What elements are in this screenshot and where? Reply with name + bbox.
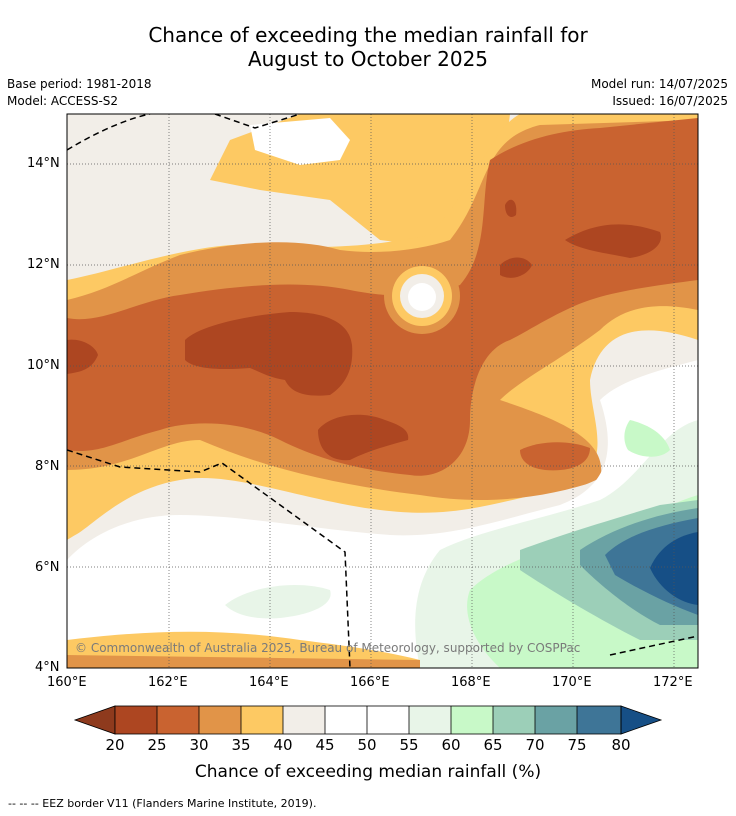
contour-20-25-core-east <box>565 224 661 258</box>
colorbar-label-60: 60 <box>441 736 461 754</box>
contour-20-25-core-small <box>500 257 532 278</box>
x-tick-164e: 164°E <box>249 675 289 690</box>
x-tick-170e: 170°E <box>552 675 592 690</box>
contour-25-30-blob-east <box>520 442 590 471</box>
colorbar-label-80: 80 <box>611 736 631 754</box>
x-tick-168e: 168°E <box>451 675 491 690</box>
model-label: Model: ACCESS-S2 <box>7 94 119 108</box>
y-tick-12n: 12°N <box>27 257 60 272</box>
copyright-text: © Commonwealth of Australia 2025, Bureau… <box>75 641 581 655</box>
colorbar-low-arrow <box>73 705 116 735</box>
contour-25-30 <box>67 118 698 476</box>
map-title-line2: August to October 2025 <box>247 47 489 71</box>
colorbar-label-30: 30 <box>189 736 209 754</box>
colorbar <box>73 705 663 735</box>
contour-ring-45-55 <box>408 283 436 311</box>
colorbar-label-20: 20 <box>105 736 125 754</box>
issued-label: Issued: 16/07/2025 <box>612 94 728 108</box>
colorbar-label-65: 65 <box>483 736 503 754</box>
colorbar-label-35: 35 <box>231 736 251 754</box>
contour-20-25-core-west <box>185 312 353 396</box>
contour-30-35-south-edge <box>67 655 420 668</box>
y-tick-14n: 14°N <box>27 156 60 171</box>
y-tick-8n: 8°N <box>35 459 60 474</box>
gridlines <box>67 114 698 668</box>
x-tick-172e: 172°E <box>653 675 693 690</box>
contour-20-25-core-south <box>318 414 409 461</box>
x-tick-160e: 160°E <box>47 675 87 690</box>
x-tick-162e: 162°E <box>148 675 188 690</box>
colorbar-label-70: 70 <box>525 736 545 754</box>
contour-20-25-core-edge <box>67 339 98 374</box>
colorbar-label-75: 75 <box>567 736 587 754</box>
colorbar-label-25: 25 <box>147 736 167 754</box>
colorbar-high-arrow <box>620 705 663 735</box>
map-frame <box>66 113 699 669</box>
map-layers <box>67 114 698 668</box>
x-tick-166e: 166°E <box>350 675 390 690</box>
contour-55-60-west <box>225 585 331 619</box>
y-tick-6n: 6°N <box>35 560 60 575</box>
base-period-label: Base period: 1981-2018 <box>7 77 152 91</box>
colorbar-label-55: 55 <box>399 736 419 754</box>
y-tick-4n: 4°N <box>35 660 60 675</box>
eez-border <box>67 114 698 668</box>
contour-60-65-north <box>624 420 670 457</box>
colorbar-label-45: 45 <box>315 736 335 754</box>
colorbar-label-40: 40 <box>273 736 293 754</box>
map-title-line1: Chance of exceeding the median rainfall … <box>148 23 588 47</box>
eez-footnote: -- -- -- EEZ border V11 (Flanders Marine… <box>8 797 317 810</box>
y-tick-10n: 10°N <box>27 358 60 373</box>
colorbar-title: Chance of exceeding median rainfall (%) <box>194 762 542 782</box>
model-run-label: Model run: 14/07/2025 <box>590 77 728 91</box>
contour-80-plus <box>650 532 698 605</box>
contour-20-25-core-tiny <box>505 199 517 217</box>
colorbar-label-50: 50 <box>357 736 377 754</box>
contour-45-55-north <box>250 118 350 165</box>
